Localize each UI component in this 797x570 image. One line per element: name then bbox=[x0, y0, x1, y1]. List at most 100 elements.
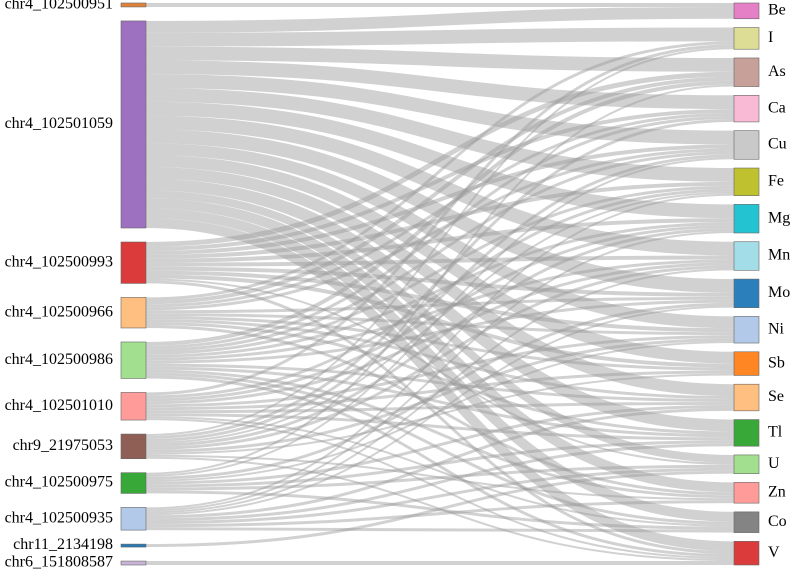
link bbox=[145, 74, 735, 145]
link bbox=[145, 27, 735, 47]
link bbox=[145, 322, 735, 435]
link bbox=[145, 443, 735, 522]
target-node bbox=[733, 419, 760, 447]
target-label: Mo bbox=[768, 284, 790, 301]
link bbox=[145, 185, 735, 355]
target-label: U bbox=[768, 455, 780, 472]
link bbox=[145, 456, 735, 562]
target-node bbox=[733, 316, 760, 344]
link bbox=[145, 527, 735, 533]
target-label: Se bbox=[768, 388, 784, 405]
target-label: Mg bbox=[768, 209, 790, 226]
target-node bbox=[733, 57, 760, 87]
link bbox=[145, 470, 735, 548]
link bbox=[145, 404, 735, 485]
link bbox=[145, 467, 735, 525]
target-label: Tl bbox=[768, 424, 783, 441]
link bbox=[145, 129, 735, 293]
target-label: Be bbox=[768, 2, 786, 19]
link bbox=[145, 101, 735, 219]
link bbox=[145, 155, 735, 364]
link bbox=[145, 84, 735, 475]
target-node bbox=[733, 482, 760, 504]
target-label: Mn bbox=[768, 247, 790, 264]
link bbox=[145, 154, 735, 442]
link bbox=[145, 418, 735, 560]
target-node bbox=[733, 204, 760, 234]
link bbox=[145, 115, 735, 256]
link bbox=[145, 151, 735, 352]
source-label: chr4_102501059 bbox=[5, 115, 113, 132]
source-label: chr4_102500975 bbox=[5, 474, 113, 491]
link bbox=[145, 325, 735, 496]
link bbox=[145, 265, 735, 450]
link bbox=[145, 157, 735, 477]
link bbox=[145, 372, 735, 525]
link bbox=[145, 190, 735, 463]
link bbox=[145, 41, 735, 301]
target-node bbox=[733, 241, 760, 271]
link bbox=[145, 262, 735, 405]
link bbox=[145, 338, 735, 453]
source-node bbox=[120, 507, 147, 531]
target-node bbox=[733, 95, 760, 123]
link bbox=[145, 231, 735, 512]
link bbox=[145, 373, 735, 455]
source-label: chr4_102500986 bbox=[5, 351, 113, 368]
link bbox=[145, 302, 735, 480]
link bbox=[145, 109, 735, 251]
target-label: I bbox=[768, 29, 773, 46]
link bbox=[145, 80, 735, 346]
target-label: Ca bbox=[768, 99, 786, 116]
target-label: As bbox=[768, 63, 786, 80]
link bbox=[145, 335, 735, 408]
link bbox=[145, 270, 735, 333]
source-node bbox=[120, 2, 147, 8]
source-node bbox=[120, 392, 147, 421]
source-label: chr4_102500993 bbox=[5, 253, 113, 270]
link bbox=[145, 255, 735, 267]
link bbox=[145, 454, 735, 501]
link bbox=[145, 259, 735, 361]
target-label: Zn bbox=[768, 483, 786, 500]
link bbox=[145, 370, 735, 411]
link bbox=[145, 6, 735, 33]
link bbox=[145, 299, 735, 364]
target-node bbox=[733, 541, 760, 566]
link bbox=[145, 222, 735, 358]
link bbox=[145, 278, 735, 465]
link bbox=[145, 218, 735, 263]
link bbox=[145, 280, 735, 555]
target-node bbox=[733, 454, 760, 474]
target-node bbox=[733, 351, 760, 376]
source-node bbox=[120, 341, 147, 379]
source-node bbox=[120, 297, 147, 329]
link bbox=[145, 416, 735, 527]
links bbox=[145, 2, 735, 565]
source-node bbox=[120, 241, 147, 284]
source-node bbox=[120, 20, 147, 229]
target-node bbox=[733, 167, 760, 196]
link bbox=[145, 319, 735, 399]
link bbox=[145, 116, 735, 349]
target-node bbox=[733, 278, 760, 308]
source-label: chr4_102500935 bbox=[5, 509, 113, 526]
link bbox=[145, 44, 735, 396]
link bbox=[145, 225, 735, 402]
link bbox=[145, 208, 735, 522]
link bbox=[145, 166, 735, 397]
link bbox=[145, 366, 735, 438]
link bbox=[145, 296, 735, 314]
target-label: Sb bbox=[768, 354, 785, 371]
link bbox=[145, 188, 735, 399]
target-node bbox=[733, 511, 760, 533]
source-label: chr4_102500966 bbox=[5, 303, 113, 320]
link bbox=[145, 407, 735, 519]
link bbox=[145, 76, 735, 305]
link bbox=[145, 440, 735, 488]
link bbox=[145, 47, 735, 437]
link bbox=[145, 193, 735, 510]
link bbox=[145, 363, 735, 402]
source-node bbox=[120, 543, 147, 548]
